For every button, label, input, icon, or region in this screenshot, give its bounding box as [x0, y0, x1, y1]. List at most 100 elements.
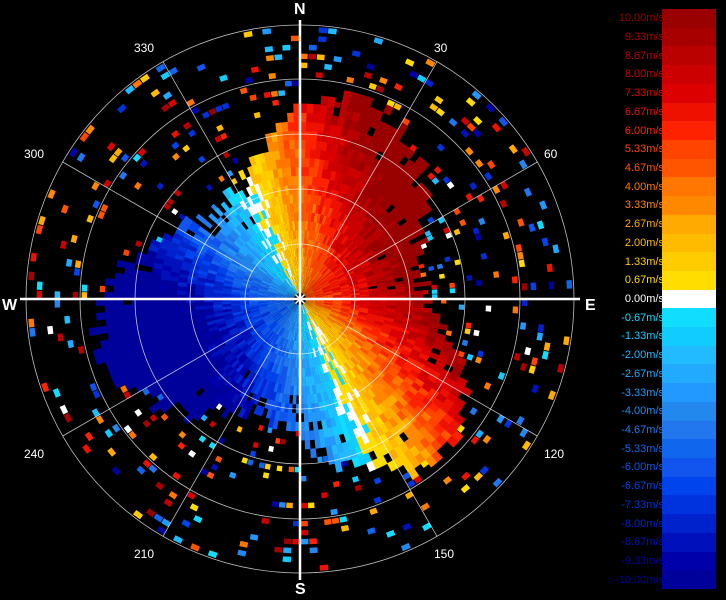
radar-gate	[321, 308, 332, 313]
radar-gate	[321, 285, 332, 290]
radar-gate	[267, 290, 277, 294]
radar-gate	[156, 383, 169, 394]
radar-gate	[322, 321, 331, 330]
radar-gate	[269, 308, 279, 314]
radar-gate	[262, 314, 272, 321]
radar-ppi-display[interactable]	[0, 0, 600, 600]
radar-gate	[167, 303, 178, 309]
radar-gate	[314, 260, 320, 270]
radar-gate	[92, 200, 101, 209]
radar-gate	[546, 263, 553, 273]
radar-gate	[258, 230, 266, 241]
radar-gate	[267, 418, 275, 429]
radar-gate	[289, 331, 294, 341]
radar-gate	[290, 286, 297, 295]
radar-gate	[103, 179, 112, 188]
legend-label: 9.33m/s	[624, 31, 664, 44]
radar-gate	[302, 284, 307, 294]
radar-gate	[312, 338, 318, 348]
radar-gate	[327, 341, 334, 351]
radar-gate	[284, 299, 295, 302]
radar-gate	[228, 471, 237, 479]
radar-gate	[278, 261, 285, 271]
radar-gate	[384, 275, 395, 282]
radar-gate	[285, 294, 295, 298]
radar-gate	[326, 274, 336, 281]
radar-gate	[177, 281, 188, 288]
radar-gate	[312, 319, 318, 328]
radar-gate	[291, 220, 296, 231]
radar-gate	[284, 268, 290, 278]
radar-gate	[174, 360, 186, 370]
radar-gate	[261, 280, 271, 286]
radar-gate	[402, 117, 411, 126]
radar-gate	[397, 121, 409, 134]
radar-gate	[281, 270, 288, 280]
radar-gate	[274, 177, 281, 188]
radar-gate	[142, 459, 152, 468]
radar-gate	[203, 301, 214, 306]
radar-gate	[332, 293, 343, 296]
radar-gate	[177, 223, 189, 233]
radar-gate	[372, 345, 382, 354]
radar-gate	[293, 275, 297, 285]
radar-gate	[201, 393, 212, 405]
radar-gate	[289, 266, 294, 277]
radar-gate	[145, 508, 156, 518]
radar-gate	[409, 326, 420, 334]
radar-gate	[285, 294, 295, 298]
radar-gate	[320, 334, 328, 344]
radar-gate	[455, 356, 467, 366]
radar-gate	[170, 236, 182, 246]
radar-gate	[310, 282, 319, 289]
radar-gate	[190, 220, 201, 231]
radar-gate	[191, 396, 203, 408]
radar-gate	[156, 247, 168, 256]
radar-gate	[286, 330, 291, 340]
legend-swatch	[662, 9, 716, 29]
radar-gate	[201, 111, 210, 119]
radar-gate	[302, 367, 306, 378]
radar-gate	[272, 168, 279, 179]
legend-label: -2.00m/s	[621, 349, 664, 362]
radar-gate	[400, 349, 411, 358]
radar-gate	[335, 320, 345, 327]
radar-gate	[218, 175, 225, 183]
radar-gate	[178, 318, 189, 325]
radar-gate	[377, 289, 388, 294]
radar-gate	[132, 376, 144, 387]
radar-gate	[421, 280, 432, 287]
radar-gate	[161, 103, 171, 113]
radar-gate	[286, 291, 295, 297]
radar-gate	[282, 259, 288, 269]
radar-gate	[317, 276, 326, 284]
radar-gate	[158, 242, 170, 251]
radar-gate	[365, 186, 375, 198]
radar-gate	[332, 209, 340, 220]
radar-gate	[433, 166, 442, 175]
radar-gate	[69, 147, 79, 158]
radar-gate	[341, 413, 350, 424]
radar-gate	[249, 307, 260, 312]
radar-gate	[261, 180, 269, 191]
radar-gate	[241, 260, 251, 268]
radar-gate	[343, 266, 353, 274]
radar-gate	[281, 194, 287, 205]
radar-gate	[322, 234, 329, 245]
radar-gate	[257, 293, 268, 296]
radar-gate	[277, 305, 287, 310]
radar-gate	[194, 302, 205, 307]
radar-gate	[183, 232, 194, 242]
radar-gate	[321, 419, 328, 430]
radar-gate	[231, 177, 238, 185]
radar-gate	[162, 91, 173, 100]
radar-gate	[275, 364, 281, 375]
radar-gate	[272, 254, 280, 264]
radar-gate	[122, 310, 133, 318]
radar-gate	[346, 371, 354, 381]
radar-gate	[332, 304, 342, 308]
radar-gate	[35, 224, 44, 235]
radar-gate	[340, 423, 349, 434]
radar-gate	[303, 286, 310, 295]
radar-gate	[319, 335, 326, 345]
